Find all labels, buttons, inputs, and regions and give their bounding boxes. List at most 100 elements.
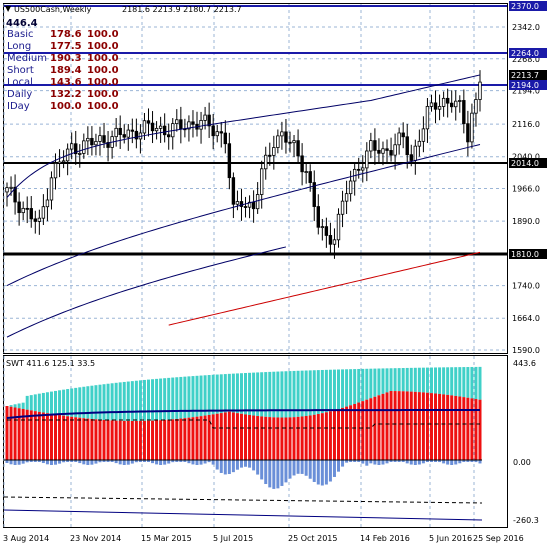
indicator-bar <box>130 381 134 464</box>
indicator-bar <box>49 391 53 465</box>
level-price-label[interactable]: 2264.0 <box>509 48 547 58</box>
price-candle <box>389 137 393 162</box>
price-candle <box>288 131 292 153</box>
top-value: 446.4 <box>6 18 38 29</box>
indicator-bar <box>110 383 114 462</box>
time-axis-label: 25 Oct 2015 <box>288 534 337 543</box>
price-candle <box>33 210 37 234</box>
indicator-bar <box>272 371 276 489</box>
indicator-axis-label: -260.3 <box>513 516 539 525</box>
level-price-label[interactable]: 1810.0 <box>509 249 547 259</box>
scroll-arrow-icon[interactable]: ▼ <box>5 4 12 13</box>
level-price-label[interactable]: 2213.7 <box>509 70 547 80</box>
indicator-bar <box>29 395 33 462</box>
indicator-bar <box>82 386 86 465</box>
dashed-line <box>7 419 480 429</box>
indicator-bar <box>211 374 215 465</box>
indicator-bar <box>365 368 369 466</box>
price-candle <box>316 194 320 235</box>
indicator-bar <box>138 380 142 462</box>
price-candle <box>425 97 430 143</box>
time-axis-label: 5 Jul 2015 <box>213 534 253 543</box>
price-candle <box>421 116 426 153</box>
indicator-bar <box>62 389 66 463</box>
indicator-bar <box>393 368 397 462</box>
indicator-bar <box>252 372 256 471</box>
indicator-bar <box>300 370 304 474</box>
indicator-bar <box>203 375 207 464</box>
indicator-bar <box>462 367 466 462</box>
slow-ma-line <box>6 246 287 338</box>
indicator-bar <box>231 373 235 473</box>
price-axis-label: 1740.0 <box>512 282 540 291</box>
price-candle <box>227 132 232 190</box>
price-candle <box>5 182 9 207</box>
price-candle <box>433 90 438 124</box>
svg-text:2213.7: 2213.7 <box>511 71 539 80</box>
price-candle <box>268 142 272 166</box>
indicator-bar <box>142 379 146 462</box>
price-candle <box>296 129 300 163</box>
price-candle <box>369 132 373 159</box>
price-candle <box>385 139 389 165</box>
indicator-bar <box>155 378 159 465</box>
level-price-label[interactable]: 2014.0 <box>509 158 547 168</box>
price-candle <box>409 144 413 167</box>
indicator-bar <box>70 388 74 462</box>
indicator-bar <box>187 376 191 464</box>
svg-text:143.6: 143.6 <box>50 77 82 88</box>
svg-text:Short: Short <box>7 65 34 76</box>
indicator-bar <box>134 380 138 463</box>
lower-dashed-line <box>3 496 483 504</box>
svg-text:189.4: 189.4 <box>50 65 82 76</box>
indicator-bar <box>33 394 37 462</box>
indicator-bar <box>397 368 401 462</box>
indicator-bar <box>167 377 171 464</box>
legend-row-iday: IDay 100.0 100.0 <box>7 101 119 112</box>
price-axis-label: 2342.0 <box>512 23 540 32</box>
price-axis-label: 1590.0 <box>512 346 540 355</box>
svg-text:100.0: 100.0 <box>87 77 119 88</box>
price-candle <box>312 170 316 222</box>
price-candle <box>231 172 236 219</box>
price-candle <box>130 118 135 144</box>
time-axis-label: 5 Jun 2016 <box>429 534 472 543</box>
indicator-bar <box>345 369 349 463</box>
indicator-bar <box>90 385 94 465</box>
svg-text:177.5: 177.5 <box>50 41 82 52</box>
level-price-label[interactable]: 2194.0 <box>509 80 547 90</box>
price-candle <box>45 188 50 222</box>
indicator-bar <box>17 403 21 465</box>
svg-text:2014.0: 2014.0 <box>511 159 539 168</box>
indicator-bar <box>54 390 58 465</box>
indicator-bar <box>66 389 70 462</box>
axis-labels: 2342.0 2268.0 2194.0 2116.0 2040.0 1966.0 1890… <box>3 1 547 543</box>
price-candle <box>243 196 248 218</box>
indicator-bar <box>256 372 260 475</box>
indicator-bar <box>239 373 243 468</box>
price-candle <box>150 111 155 144</box>
indicator-series <box>3 366 483 521</box>
price-candle <box>13 174 17 215</box>
price-series <box>5 70 482 338</box>
svg-text:Daily: Daily <box>7 89 32 100</box>
indicator-bar <box>9 405 13 465</box>
price-candle <box>199 111 203 144</box>
price-candle <box>328 222 333 253</box>
indicator-bar <box>179 376 183 462</box>
indicator-bar <box>417 367 421 465</box>
indicator-bar <box>328 369 332 482</box>
legend-row-long: Long 177.5 100.0 <box>7 41 119 52</box>
indicator-bar <box>478 366 482 464</box>
price-candle <box>17 192 21 226</box>
level-price-label[interactable]: 2370.0 <box>509 1 547 11</box>
price-candle <box>381 141 385 166</box>
indicator-bar <box>308 370 312 479</box>
indicator-bar <box>284 371 288 483</box>
price-candle <box>361 155 365 183</box>
indicator-bar <box>159 378 163 465</box>
indicator-bar <box>357 368 361 462</box>
indicator-bar <box>94 385 98 464</box>
indicator-header: SWT 411.6 125.1 33.5 <box>6 359 95 368</box>
